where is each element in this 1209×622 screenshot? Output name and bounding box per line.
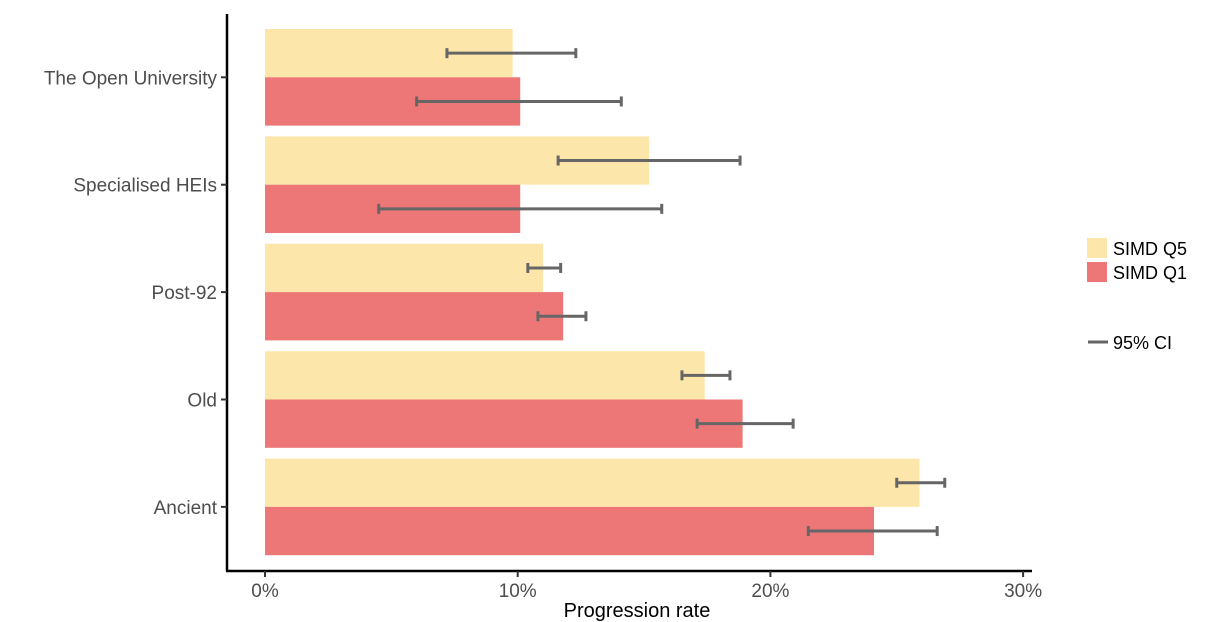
errorbar-simd-q5-post-92 [526, 262, 563, 273]
errorbar-simd-q1-the-open-university [415, 96, 623, 107]
errorbar-simd-q1-old [695, 418, 795, 429]
y-tick-label: Specialised HEIs [73, 176, 217, 197]
x-tick-label: 10% [499, 581, 537, 602]
x-axis-title: Progression rate [564, 600, 711, 622]
bar-simd-q1-post-92 [265, 292, 564, 341]
bar-simd-q1-ancient [265, 506, 875, 556]
legend-swatch-q5 [1087, 238, 1107, 258]
x-tick-label: 0% [251, 581, 279, 602]
x-tick-label: 20% [751, 581, 789, 602]
errorbar-simd-q1-ancient [806, 526, 939, 537]
errorbar-simd-q5-ancient [895, 477, 947, 488]
errorbar-simd-q5-specialised-heis [556, 155, 742, 166]
errorbars-layer [377, 48, 947, 537]
y-tick-label: The Open University [44, 68, 218, 89]
legend-label-q1: SIMD Q1 [1113, 263, 1187, 283]
errorbar-simd-q5-the-open-university [445, 48, 578, 59]
errorbar-simd-q5-old [680, 370, 732, 381]
y-tick-label: Ancient [154, 498, 218, 519]
errorbar-simd-q1-specialised-heis [377, 203, 664, 214]
bar-simd-q5-old [265, 351, 705, 400]
y-tick-label: Old [187, 391, 217, 412]
legend: SIMD Q5 SIMD Q1 95% CI [1087, 238, 1187, 353]
bar-simd-q5-post-92 [265, 243, 543, 293]
legend-swatch-q1 [1087, 262, 1107, 282]
legend-label-ci: 95% CI [1113, 333, 1172, 353]
y-tick-label: Post-92 [152, 283, 217, 304]
bar-simd-q5-ancient [265, 458, 920, 507]
bars-layer [265, 29, 920, 556]
y-ticks: The Open University Specialised HEIs Post-… [44, 68, 227, 519]
x-tick-label: 30% [1004, 581, 1042, 602]
errorbar-simd-q1-post-92 [536, 311, 588, 322]
bar-simd-q1-old [265, 399, 743, 448]
x-ticks: 0% 10% 20% 30% [251, 571, 1042, 602]
legend-label-q5: SIMD Q5 [1113, 239, 1187, 259]
